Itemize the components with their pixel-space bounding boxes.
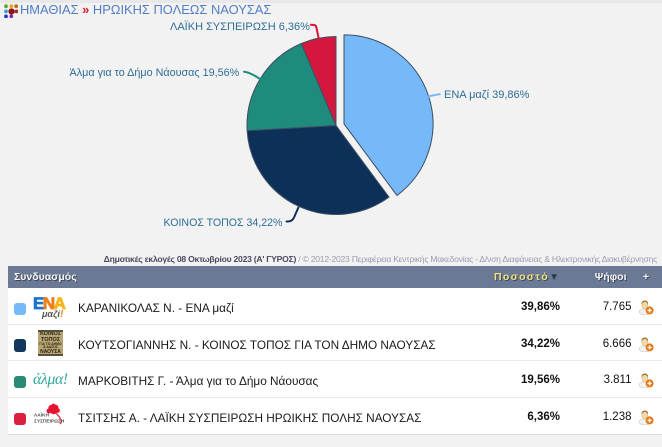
- svg-text:ΛΑΪΚΗ: ΛΑΪΚΗ: [34, 412, 49, 419]
- svg-text:ΣΥΣΠΕΙΡΩΣΗ: ΣΥΣΠΕΙΡΩΣΗ: [34, 419, 65, 425]
